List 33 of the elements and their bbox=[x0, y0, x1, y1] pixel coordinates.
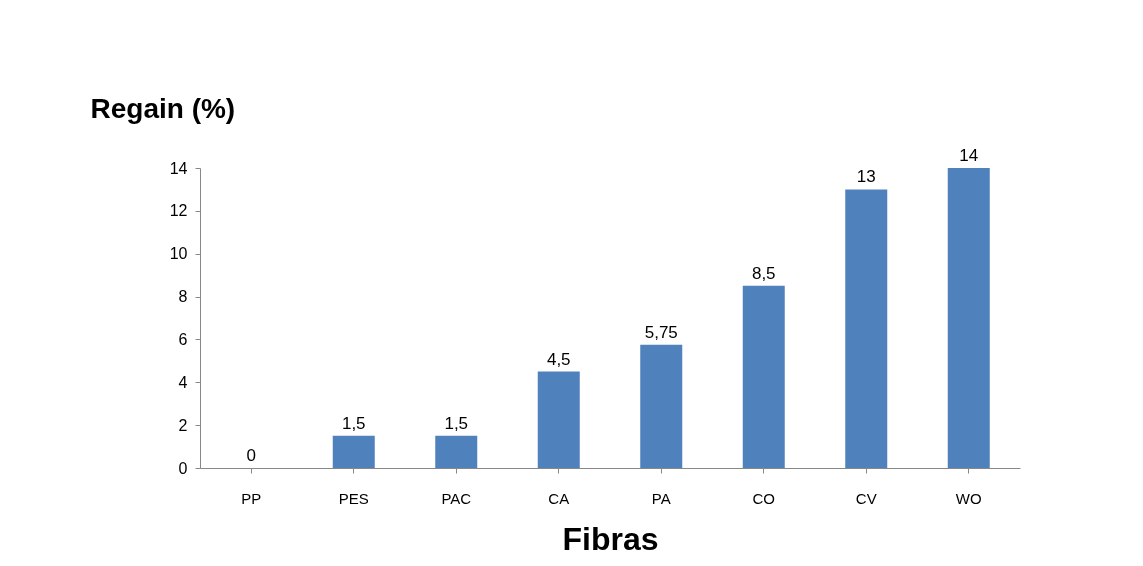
bar bbox=[947, 168, 990, 468]
y-tick-label: 0 bbox=[178, 459, 188, 477]
data-label: 0 bbox=[246, 446, 256, 465]
y-tick-label: 6 bbox=[178, 330, 188, 348]
y-tick-label: 10 bbox=[169, 245, 188, 263]
data-label: 4,5 bbox=[546, 349, 571, 369]
y-tick-label: 14 bbox=[169, 159, 188, 177]
x-tick-label: WO bbox=[955, 489, 982, 507]
x-tick-label: PP bbox=[241, 489, 262, 507]
data-label: 8,5 bbox=[751, 263, 776, 283]
y-tick-label: 4 bbox=[178, 373, 188, 391]
bar bbox=[742, 285, 785, 468]
y-axis-title: Regain (%) bbox=[90, 92, 236, 124]
x-tick-label: PAC bbox=[441, 489, 472, 507]
bar bbox=[845, 189, 888, 468]
x-tick-label: CO bbox=[752, 489, 775, 507]
x-axis-title: Fibras bbox=[562, 520, 659, 557]
data-label: 1,5 bbox=[341, 413, 366, 433]
bar bbox=[332, 435, 375, 468]
bar bbox=[640, 344, 683, 468]
x-tick-label: CV bbox=[855, 489, 877, 507]
bar bbox=[435, 435, 478, 468]
x-tick-label: PA bbox=[651, 489, 671, 507]
x-tick-label: CA bbox=[548, 489, 570, 507]
bar bbox=[537, 371, 580, 468]
x-tick-label: PES bbox=[338, 489, 369, 507]
y-tick-label: 12 bbox=[169, 202, 188, 220]
y-tick-label: 2 bbox=[178, 416, 188, 434]
data-label: 14 bbox=[959, 146, 979, 165]
data-label: 13 bbox=[856, 167, 876, 187]
data-label: 5,75 bbox=[644, 322, 678, 342]
data-label: 1,5 bbox=[444, 413, 469, 433]
y-tick-label: 8 bbox=[178, 288, 188, 306]
